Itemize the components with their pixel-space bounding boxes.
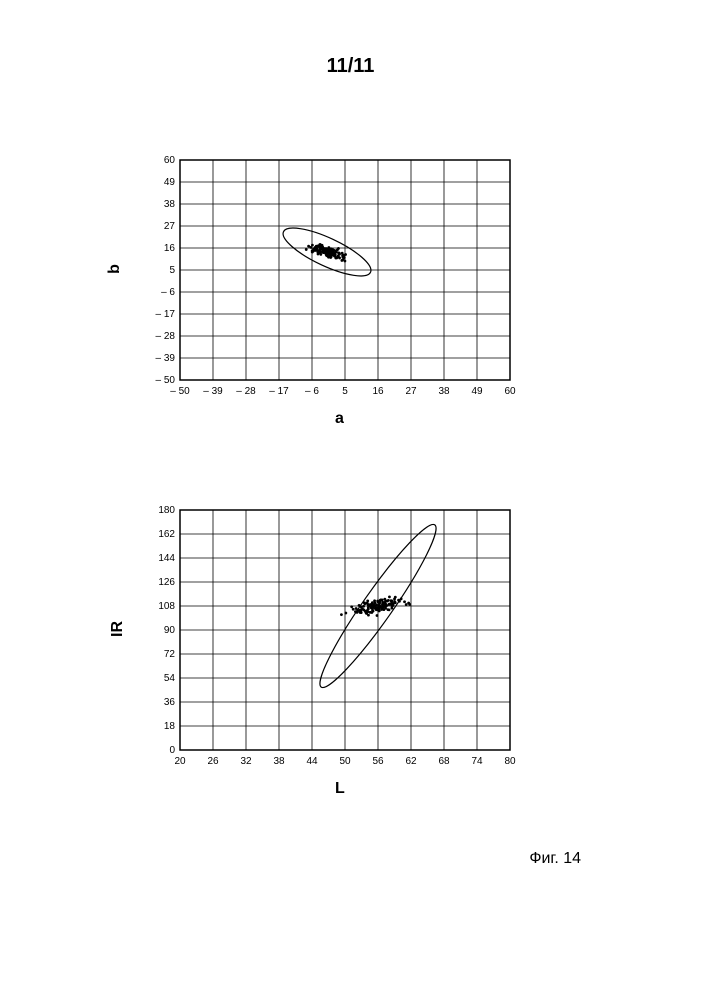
svg-text:– 6: – 6 [161, 287, 175, 298]
svg-text:– 17: – 17 [269, 386, 289, 397]
svg-text:62: 62 [405, 756, 417, 767]
svg-text:74: 74 [471, 756, 483, 767]
chart-l-ir-svg: 20 26 32 38 44 50 56 62 68 74 80 0 18 36 54 72 90 108 126 1… [140, 500, 520, 810]
svg-text:16: 16 [372, 386, 384, 397]
chart-ab-ylabel: b [106, 264, 124, 274]
svg-text:27: 27 [405, 386, 417, 397]
svg-text:60: 60 [504, 386, 516, 397]
svg-text:– 17: – 17 [156, 309, 176, 320]
figure-caption: Фиг. 14 [529, 850, 581, 868]
svg-text:56: 56 [372, 756, 384, 767]
svg-text:60: 60 [164, 155, 176, 166]
svg-text:0: 0 [169, 745, 175, 756]
svg-text:162: 162 [158, 529, 175, 540]
svg-text:38: 38 [438, 386, 450, 397]
svg-text:5: 5 [169, 265, 175, 276]
svg-text:– 50: – 50 [156, 375, 176, 386]
svg-text:49: 49 [164, 177, 176, 188]
svg-text:– 50: – 50 [170, 386, 190, 397]
chart-l-ir-xlabel: L [335, 780, 345, 798]
svg-text:20: 20 [174, 756, 186, 767]
svg-text:16: 16 [164, 243, 176, 254]
svg-text:72: 72 [164, 649, 176, 660]
svg-text:90: 90 [164, 625, 176, 636]
svg-text:126: 126 [158, 577, 175, 588]
svg-text:– 28: – 28 [236, 386, 256, 397]
svg-text:38: 38 [273, 756, 285, 767]
page-number: 11/11 [0, 55, 701, 78]
svg-text:– 6: – 6 [305, 386, 319, 397]
svg-text:38: 38 [164, 199, 176, 210]
svg-text:36: 36 [164, 697, 176, 708]
svg-text:68: 68 [438, 756, 450, 767]
svg-text:– 39: – 39 [156, 353, 176, 364]
svg-text:108: 108 [158, 601, 175, 612]
svg-text:80: 80 [504, 756, 516, 767]
chart-l-ir-ylabel: IR [109, 621, 127, 637]
svg-text:26: 26 [207, 756, 219, 767]
chart-l-ir: 20 26 32 38 44 50 56 62 68 74 80 0 18 36 54 72 90 108 126 1… [140, 500, 520, 810]
svg-text:44: 44 [306, 756, 318, 767]
svg-text:5: 5 [342, 386, 348, 397]
svg-text:32: 32 [240, 756, 252, 767]
svg-text:27: 27 [164, 221, 176, 232]
svg-text:– 39: – 39 [203, 386, 223, 397]
chart-ab-svg: – 50 – 39 – 28 – 17 – 6 5 16 27 38 49 60 – 50 – 39 – … [140, 150, 520, 440]
chart-ab: – 50 – 39 – 28 – 17 – 6 5 16 27 38 49 60 – 50 – 39 – … [140, 150, 520, 440]
svg-text:49: 49 [471, 386, 483, 397]
svg-text:– 28: – 28 [156, 331, 176, 342]
svg-text:144: 144 [158, 553, 175, 564]
chart-ab-xlabel: a [335, 410, 344, 428]
svg-text:50: 50 [339, 756, 351, 767]
svg-text:180: 180 [158, 505, 175, 516]
svg-text:54: 54 [164, 673, 176, 684]
svg-text:18: 18 [164, 721, 176, 732]
